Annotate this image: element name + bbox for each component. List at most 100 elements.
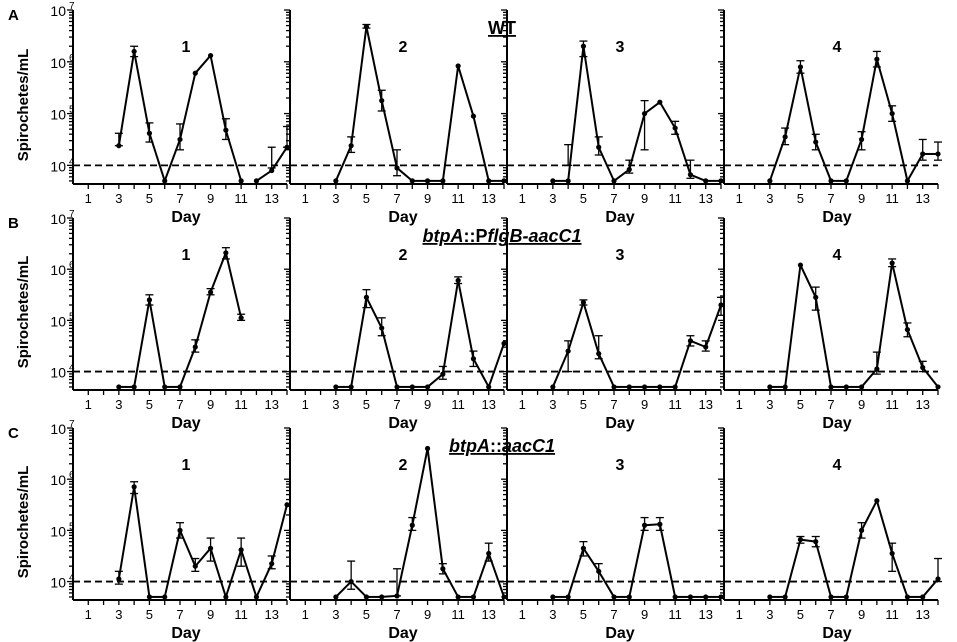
- data-point: [333, 594, 339, 600]
- series-segment: [224, 252, 243, 319]
- y-axis-label: Spirochetes/mL: [15, 256, 32, 369]
- data-point: [486, 178, 492, 184]
- x-tick-label: 11: [451, 397, 465, 412]
- series-segment: [365, 26, 383, 101]
- data-point: [394, 384, 400, 390]
- data-point: [641, 384, 648, 390]
- data-point: [223, 127, 229, 133]
- series-segment: [799, 264, 817, 298]
- row-letter: A: [8, 7, 19, 24]
- data-point: [874, 56, 880, 62]
- data-point: [223, 594, 229, 600]
- x-tick-label: 7: [176, 607, 183, 622]
- series-segment: [194, 54, 212, 74]
- x-tick-label: 1: [85, 607, 92, 622]
- series-segment: [380, 100, 398, 169]
- x-tick-label: 9: [424, 191, 431, 206]
- x-tick-label: 1: [85, 397, 92, 412]
- series-segment: [891, 262, 909, 330]
- y-tick-label: 10: [50, 523, 66, 539]
- data-point: [363, 594, 370, 600]
- data-point: [596, 351, 602, 357]
- data-point: [580, 545, 587, 551]
- panel-label: 3: [616, 39, 625, 56]
- x-tick-label: 7: [176, 191, 183, 206]
- series-segment: [860, 59, 878, 140]
- x-tick-label: 9: [858, 607, 865, 622]
- series-segment: [814, 297, 832, 388]
- series-segment: [240, 549, 258, 598]
- data-point: [672, 384, 678, 390]
- series-segment: [582, 302, 600, 354]
- data-point: [177, 527, 183, 533]
- y-tick-label: 10: [50, 55, 66, 71]
- x-tick-label: 3: [115, 191, 122, 206]
- data-point: [177, 136, 183, 143]
- data-point: [935, 151, 941, 157]
- x-tick-label: 1: [736, 191, 743, 206]
- row-letter: C: [8, 425, 19, 442]
- data-point: [580, 43, 587, 49]
- x-axis-label: Day: [822, 415, 851, 432]
- x-tick-label: 9: [641, 191, 648, 206]
- x-axis-label: Day: [605, 415, 634, 432]
- x-tick-label: 7: [610, 397, 617, 412]
- x-tick-label: 9: [424, 607, 431, 622]
- x-tick-label: 1: [519, 397, 526, 412]
- data-point: [207, 545, 214, 551]
- x-tick-label: 11: [451, 607, 465, 622]
- y-tick-label: 10: [50, 365, 66, 381]
- series-segment: [690, 173, 707, 182]
- data-point: [767, 178, 773, 184]
- series-segment: [643, 101, 661, 115]
- data-point: [238, 178, 244, 184]
- x-tick-label: 11: [451, 191, 465, 206]
- data-point: [269, 167, 275, 174]
- panel-label: 2: [399, 247, 408, 264]
- data-point: [828, 594, 834, 600]
- x-tick-label: 9: [858, 191, 865, 206]
- data-point: [611, 178, 617, 184]
- x-axis-label: Day: [605, 625, 634, 642]
- x-tick-label: 5: [797, 191, 804, 206]
- series-segment: [163, 530, 181, 598]
- data-point: [162, 594, 168, 600]
- series-segment: [194, 291, 212, 348]
- data-point: [207, 52, 214, 59]
- data-point: [904, 326, 911, 333]
- x-tick-label: 13: [264, 191, 278, 206]
- series-segment: [255, 169, 273, 182]
- x-tick-label: 5: [363, 607, 370, 622]
- series-segment: [628, 113, 646, 170]
- data-point: [379, 325, 385, 331]
- panel-label: 4: [833, 247, 842, 264]
- series-segment: [457, 280, 475, 359]
- series-segment: [426, 448, 444, 569]
- data-point: [192, 70, 198, 76]
- y-tick-label: 10: [50, 262, 66, 278]
- data-point: [207, 289, 214, 295]
- x-axis-label: Day: [171, 625, 200, 642]
- series-segment: [148, 132, 166, 182]
- series-segment: [335, 580, 352, 598]
- data-point: [813, 539, 819, 545]
- series-segment: [270, 146, 288, 172]
- data-point: [363, 23, 370, 30]
- data-point: [550, 594, 556, 600]
- x-axis-label: Day: [822, 625, 851, 642]
- x-tick-label: 11: [234, 191, 248, 206]
- series-segment: [224, 549, 243, 598]
- row-letter: B: [8, 215, 19, 232]
- x-tick-label: 11: [885, 397, 899, 412]
- data-point: [920, 364, 926, 371]
- series-segment: [784, 66, 802, 138]
- x-tick-label: 13: [698, 397, 712, 412]
- data-point: [858, 384, 865, 390]
- data-point: [904, 594, 911, 600]
- data-point: [394, 593, 400, 599]
